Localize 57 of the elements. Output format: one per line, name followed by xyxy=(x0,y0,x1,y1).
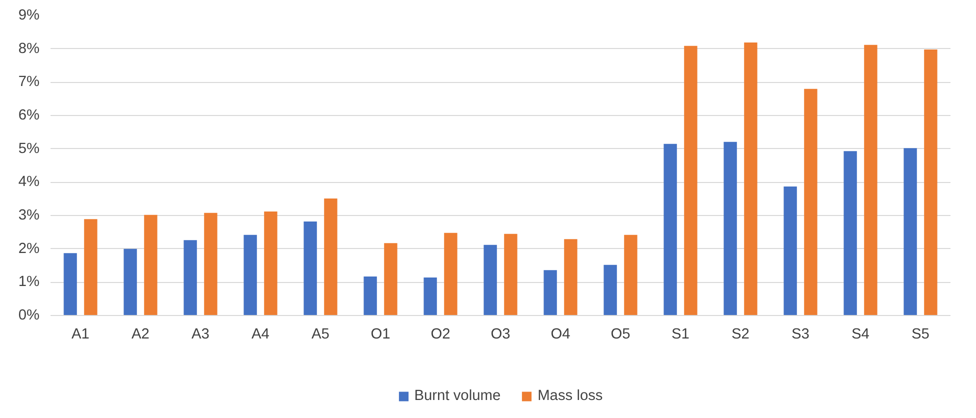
y-tick-label: 2% xyxy=(18,240,40,257)
y-tick-label: 9% xyxy=(18,8,40,24)
bar xyxy=(664,144,677,316)
y-tick-label: 8% xyxy=(18,40,40,57)
bar xyxy=(604,264,617,316)
bar xyxy=(124,248,137,316)
bar xyxy=(304,222,317,316)
bar xyxy=(844,151,857,316)
bar xyxy=(804,88,818,316)
bar xyxy=(244,234,257,316)
y-tick-label: 1% xyxy=(18,274,40,290)
bar xyxy=(444,232,458,316)
bar xyxy=(564,239,578,316)
x-tick-label: O4 xyxy=(550,326,570,342)
bar xyxy=(424,278,437,316)
bar xyxy=(64,253,77,316)
y-tick-label: 0% xyxy=(18,308,40,324)
x-tick-label: O3 xyxy=(490,326,510,342)
bar xyxy=(84,219,98,316)
y-tick-label: 4% xyxy=(18,174,40,190)
bar xyxy=(364,276,377,316)
bar xyxy=(144,214,158,316)
x-tick-label: S4 xyxy=(852,326,870,342)
bar xyxy=(204,212,218,316)
bar xyxy=(624,234,638,316)
x-tick-label: O2 xyxy=(430,326,450,342)
x-tick-label: A5 xyxy=(312,326,330,342)
legend-label: Mass loss xyxy=(538,388,603,404)
x-tick-label: A2 xyxy=(132,326,150,342)
bar xyxy=(504,234,518,316)
bar xyxy=(384,243,398,316)
x-tick-label: A3 xyxy=(192,326,210,342)
y-tick-label: 5% xyxy=(18,140,40,157)
x-tick-label: S2 xyxy=(732,326,750,342)
bar xyxy=(924,50,938,316)
bar xyxy=(864,44,878,316)
x-tick-label: A4 xyxy=(252,326,270,342)
x-tick-label: S3 xyxy=(792,326,810,342)
x-tick-label: S1 xyxy=(672,326,690,342)
bar xyxy=(904,148,917,316)
y-tick-label: 7% xyxy=(18,74,40,90)
bar xyxy=(324,198,338,316)
legend-label: Burnt volume xyxy=(414,388,501,404)
bar xyxy=(724,142,737,316)
bar xyxy=(264,212,278,316)
bar xyxy=(484,244,497,316)
bar xyxy=(684,46,698,316)
x-tick-label: O5 xyxy=(610,326,630,342)
x-tick-label: A1 xyxy=(72,326,90,342)
bar xyxy=(544,270,557,316)
bar xyxy=(784,186,797,316)
bar xyxy=(184,240,197,316)
y-tick-label: 6% xyxy=(18,108,40,124)
x-tick-label: O1 xyxy=(370,326,390,342)
bar xyxy=(744,42,758,316)
y-tick-label: 3% xyxy=(18,208,40,224)
x-tick-label: S5 xyxy=(912,326,930,342)
